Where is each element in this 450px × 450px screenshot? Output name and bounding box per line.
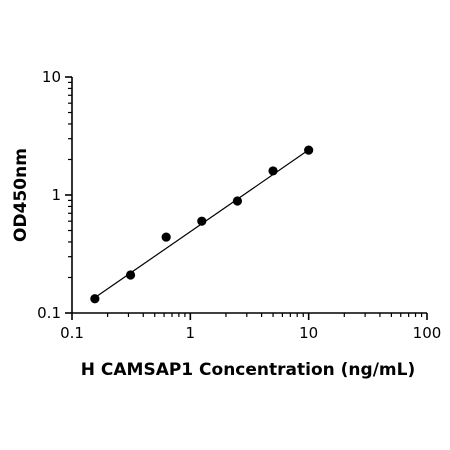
data-point [161, 232, 171, 242]
data-point [304, 145, 314, 155]
ticks: 0.1 1 10 100 0.1 1 10 [37, 68, 441, 342]
x-tick-label: 100 [413, 324, 442, 342]
y-tick-label: 10 [42, 68, 61, 86]
x-axis-title: H CAMSAP1 Concentration (ng/mL) [81, 360, 415, 380]
y-axis-title: OD450nm [11, 148, 31, 242]
y-tick-label: 1 [51, 186, 61, 204]
data-points [90, 145, 314, 304]
data-point [268, 166, 278, 176]
x-tick-label: 10 [299, 324, 318, 342]
x-tick-label: 1 [186, 324, 196, 342]
x-tick-label: 0.1 [60, 324, 84, 342]
data-point [125, 270, 136, 280]
data-point [197, 216, 207, 226]
data-point [232, 196, 243, 206]
axes [71, 77, 427, 314]
y-tick-label: 0.1 [37, 304, 61, 322]
data-point [90, 294, 100, 304]
